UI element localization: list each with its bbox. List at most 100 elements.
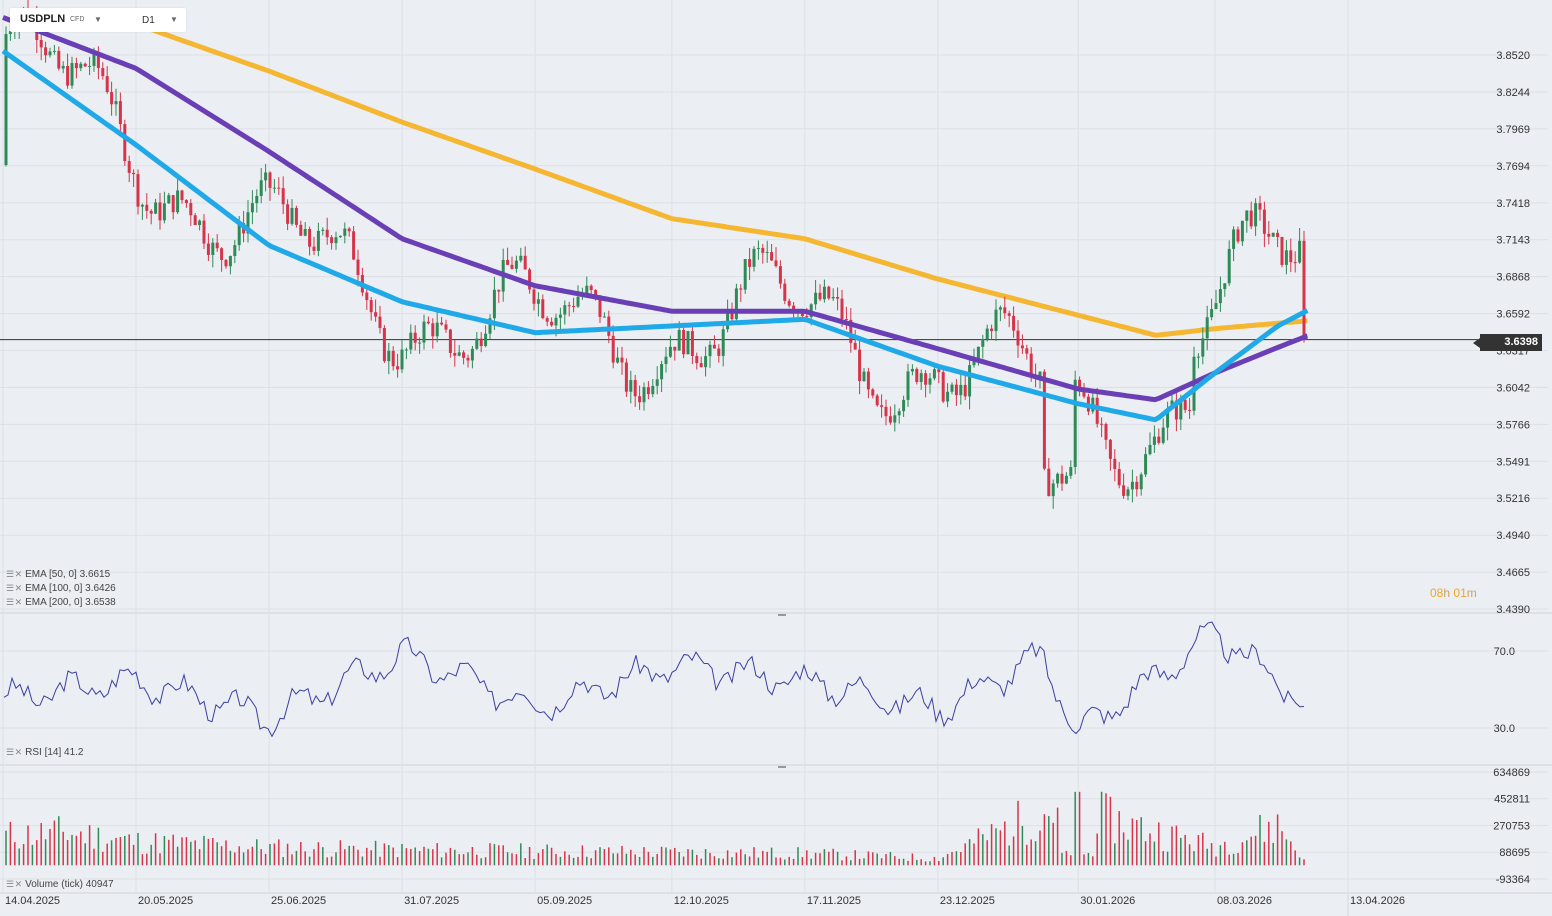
timeframe-dropdown-icon[interactable]: ▼: [170, 15, 178, 24]
candle-body: [541, 299, 545, 319]
current-price-tag: 3.6398: [1473, 334, 1542, 351]
symbol-dropdown-icon[interactable]: ▼: [94, 15, 102, 24]
candle-body: [1148, 444, 1152, 455]
candle-body: [998, 307, 1002, 310]
candle-body: [171, 195, 175, 213]
legend-rsi[interactable]: ☰ ✕ RSI [14] 41.2: [6, 747, 84, 758]
candle-body: [523, 255, 527, 270]
candle-body: [756, 247, 760, 249]
candle-body: [1201, 338, 1205, 357]
candle-body: [1166, 408, 1170, 428]
candle-body: [699, 363, 703, 368]
date-tick-label: 14.04.2025: [5, 895, 60, 907]
candle-body: [840, 298, 844, 320]
candle-body: [783, 283, 787, 301]
rsi-tick-label: 30.0: [1494, 723, 1515, 735]
candle-body: [550, 321, 554, 326]
candle-body: [888, 416, 892, 423]
rsi-line: [3, 621, 1305, 738]
candle-body: [897, 411, 901, 416]
candle-body: [250, 203, 254, 213]
candle-body: [400, 349, 404, 370]
settings-icon[interactable]: ☰ ✕: [6, 597, 22, 607]
candle-body: [976, 346, 980, 361]
candle-body: [532, 289, 536, 304]
candle-body: [638, 396, 642, 403]
legend-ema200[interactable]: ☰ ✕ EMA [200, 0] 3.6538: [6, 597, 116, 608]
date-tick-label: 23.12.2025: [940, 895, 995, 907]
candle-body: [259, 180, 263, 196]
legend-ema50-label: EMA [50, 0] 3.6615: [25, 569, 111, 580]
candle-body: [1298, 240, 1302, 263]
candle-body: [44, 47, 48, 56]
price-tag-arrow: [1473, 338, 1480, 348]
candle-body: [1113, 458, 1117, 470]
candle-body: [435, 322, 439, 337]
candle-body: [123, 124, 127, 162]
candle-body: [778, 266, 782, 284]
candle-body: [374, 312, 378, 317]
candle-body: [211, 242, 215, 255]
candle-body: [739, 288, 743, 290]
candle-body: [721, 329, 725, 356]
settings-icon[interactable]: ☰ ✕: [6, 583, 22, 593]
candle-body: [1271, 232, 1275, 237]
candle-body: [308, 228, 312, 247]
legend-volume[interactable]: ☰ ✕ Volume (tick) 40947: [6, 879, 114, 890]
candle-body: [413, 332, 417, 343]
candle-body: [1218, 289, 1222, 304]
candle-body: [893, 415, 897, 423]
candle-body: [268, 172, 272, 188]
candle-body: [1161, 427, 1165, 443]
date-tick-label: 31.07.2025: [404, 895, 459, 907]
timeframe-label[interactable]: D1: [142, 15, 155, 26]
candle-body: [994, 309, 998, 332]
candle-body: [690, 331, 694, 356]
candle-body: [193, 215, 197, 226]
candle-body: [149, 210, 153, 214]
settings-icon[interactable]: ☰ ✕: [6, 879, 22, 889]
candle-body: [382, 327, 386, 362]
price-tick-label: 3.6592: [1496, 309, 1530, 321]
candle-body: [321, 229, 325, 231]
price-tick-label: 3.7418: [1496, 198, 1530, 210]
candle-body: [915, 368, 919, 383]
candle-body: [176, 190, 180, 213]
candle-body: [981, 339, 985, 347]
candle-body: [158, 202, 162, 221]
candle-body: [1020, 345, 1024, 349]
candle-body: [1130, 481, 1134, 490]
candle-body: [572, 305, 576, 307]
candle-body: [598, 295, 602, 317]
settings-icon[interactable]: ☰ ✕: [6, 569, 22, 579]
candle-body: [1280, 237, 1284, 265]
legend-ema200-label: EMA [200, 0] 3.6538: [25, 597, 116, 608]
candle-body: [57, 50, 61, 69]
candle-body: [167, 195, 171, 204]
candle-body: [1284, 250, 1288, 265]
candle-body: [616, 357, 620, 363]
candle-body: [972, 360, 976, 366]
legend-ema50[interactable]: ☰ ✕ EMA [50, 0] 3.6615: [6, 569, 110, 580]
candle-body: [1232, 229, 1236, 249]
candle-body: [950, 384, 954, 392]
candle-body: [1236, 229, 1240, 242]
candle-body: [831, 297, 835, 299]
candle-body: [655, 379, 659, 386]
settings-icon[interactable]: ☰ ✕: [6, 747, 22, 757]
candle-body: [431, 323, 435, 337]
candle-body: [1205, 317, 1209, 339]
candle-body: [338, 235, 342, 238]
candle-body: [409, 332, 413, 350]
candle-body: [325, 229, 329, 238]
candle-body: [105, 76, 109, 93]
candle-body: [734, 288, 738, 320]
candle-body: [136, 174, 140, 207]
candle-body: [844, 319, 848, 321]
candle-body: [356, 259, 360, 275]
price-tick-label: 3.6042: [1496, 382, 1530, 394]
legend-ema100[interactable]: ☰ ✕ EMA [100, 0] 3.6426: [6, 583, 116, 594]
symbol-selector[interactable]: USDPLN CFD ▼ D1 ▼: [10, 8, 186, 32]
